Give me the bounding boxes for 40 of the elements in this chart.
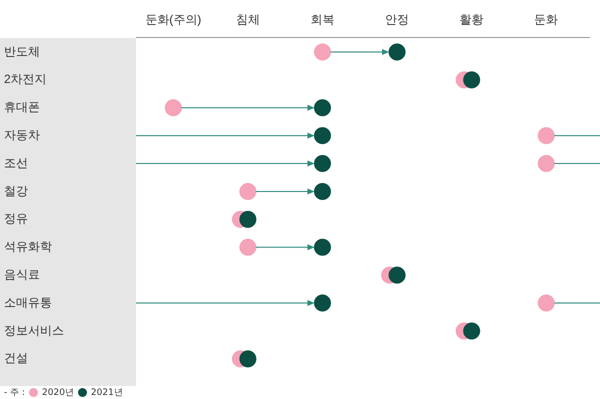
point [314, 182, 331, 200]
y-tick-label: 소매유통 [4, 295, 52, 310]
legend-label: 2021년 [90, 387, 123, 399]
point [463, 71, 480, 88]
point [388, 43, 406, 60]
text: 회복 [310, 12, 334, 26]
point [314, 43, 331, 60]
point [463, 322, 480, 340]
y-tick-label: 2차전지 [4, 72, 47, 86]
y-tick-label: 자동차 [4, 128, 40, 142]
legend-label: 2020년 [42, 387, 74, 399]
point [239, 210, 256, 228]
y-tick-label: 반도체 [4, 44, 40, 58]
y-tick-label: 철강 [4, 184, 28, 198]
point [314, 238, 331, 256]
point [314, 127, 331, 144]
point [239, 182, 256, 200]
text: 안정 [385, 12, 410, 26]
text: 활황 [460, 12, 484, 26]
point [388, 266, 406, 284]
text: 둔화(주의) [145, 12, 202, 26]
text: 둔화 [534, 12, 558, 26]
point [314, 294, 331, 312]
point [239, 350, 256, 368]
point [538, 127, 555, 144]
point [314, 99, 331, 116]
y-tick-label: 정유 [4, 212, 28, 226]
y-tick-label: 휴대폰 [4, 100, 40, 114]
y-tick-label: 건설 [4, 351, 28, 366]
point [239, 238, 256, 256]
text: - 주 : [4, 387, 26, 399]
y-tick-label: 정보서비스 [4, 323, 64, 338]
y-tick-label: 석유화학 [4, 240, 52, 254]
point [164, 99, 182, 116]
point [538, 294, 555, 312]
y-tick-label: 조선 [4, 156, 28, 170]
point [314, 155, 331, 172]
point [538, 155, 555, 172]
y-tick-label: 음식료 [4, 267, 40, 282]
text: 침체 [236, 12, 260, 26]
